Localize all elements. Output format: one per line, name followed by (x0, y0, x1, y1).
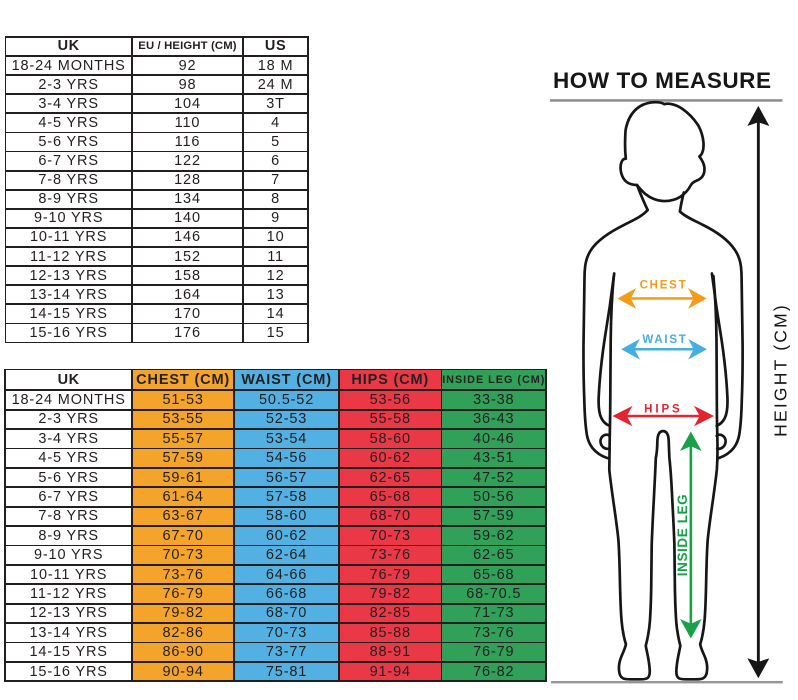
svg-text:CHEST: CHEST (640, 280, 688, 292)
svg-text:WAIST: WAIST (642, 334, 687, 346)
svg-text:HEIGHT (CM): HEIGHT (CM) (771, 303, 791, 437)
svg-text:HIPS: HIPS (644, 403, 682, 415)
svg-text:INSIDE LEG: INSIDE LEG (675, 494, 690, 577)
